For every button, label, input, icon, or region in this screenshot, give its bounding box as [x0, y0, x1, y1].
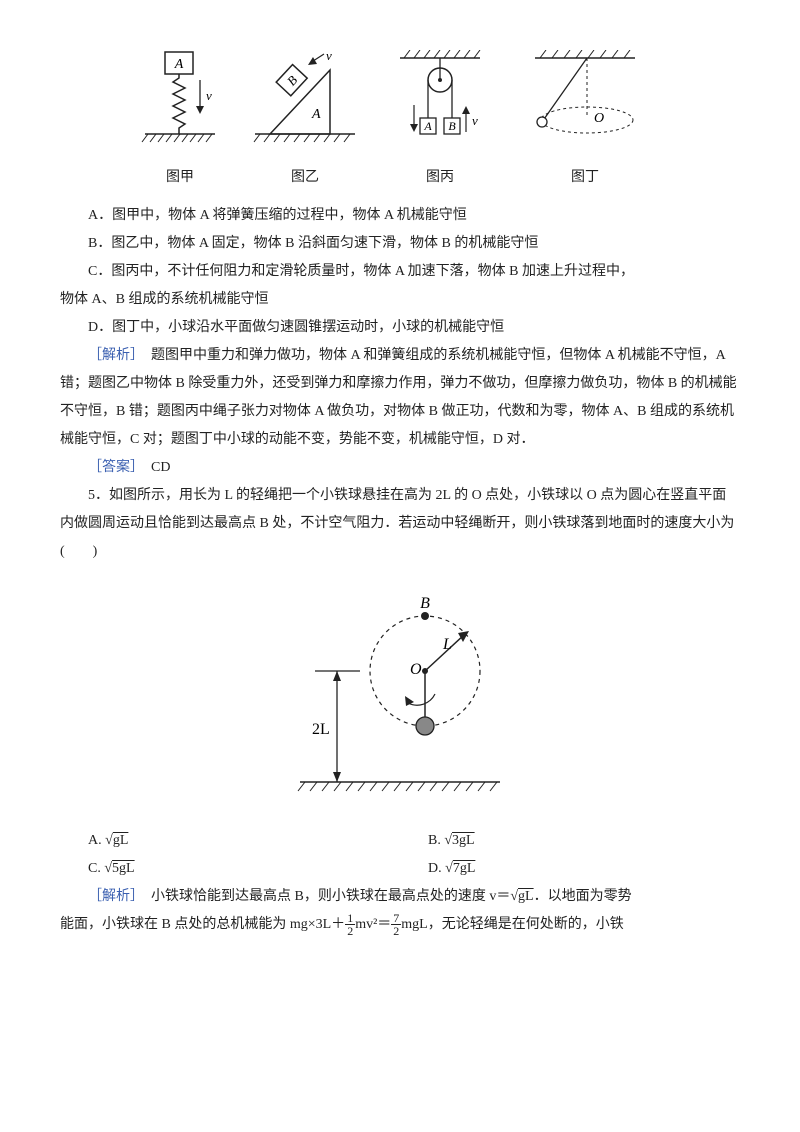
q5-optA: A. √gL	[60, 827, 400, 855]
q4-optB: B．图乙中，物体 A 固定，物体 B 沿斜面匀速下滑，物体 B 的机械能守恒	[60, 230, 740, 258]
fig-bing: A B v 图丙	[390, 50, 490, 192]
fig-yi-cap: 图乙	[291, 164, 319, 192]
fig-ding-O: O	[594, 111, 604, 126]
q4-optC: C．图丙中，不计任何阻力和定滑轮质量时，物体 A 加速下落，物体 B 加速上升过…	[60, 258, 740, 286]
fig-jia-A: A	[174, 57, 184, 72]
q5-figure: B O L 2L	[60, 586, 740, 817]
q4-optA: A．图甲中，物体 A 将弹簧压缩的过程中，物体 A 机械能守恒	[60, 202, 740, 230]
fig-bing-v: v	[472, 113, 478, 128]
fig-jia-v: v	[206, 88, 212, 103]
fig-jia-svg: A v	[140, 50, 220, 160]
fig-bing-svg: A B v	[390, 50, 490, 160]
fig-yi-A: A	[311, 107, 321, 122]
q5-fig-svg: B O L 2L	[285, 586, 515, 806]
q4-answer-label: ［答案］	[88, 460, 137, 475]
q5-analysis-1: ［解析］ 小铁球恰能到达最高点 B，则小铁球在最高点处的速度 v＝√gL．以地面…	[60, 883, 740, 911]
q5-stem: 5．如图所示，用长为 L 的轻绳把一个小铁球悬挂在高为 2L 的 O 点处，小铁…	[60, 482, 740, 566]
q4-optD: D．图丁中，小球沿水平面做匀速圆锥摆运动时，小球的机械能守恒	[60, 314, 740, 342]
q5-ans-label: ［解析］	[88, 889, 137, 904]
q5-choices-row1: A. √gL B. √3gL	[60, 827, 740, 855]
q5-fig-L: L	[442, 636, 452, 653]
q5-optC: C. √5gL	[60, 855, 400, 883]
q5-analysis-2: 能面，小铁球在 B 点处的总机械能为 mg×3L＋12mv²＝72mgL，无论轻…	[60, 911, 740, 939]
q5-fig-2L: 2L	[312, 721, 330, 738]
q5-choices-row2: C. √5gL D. √7gL	[60, 855, 740, 883]
fig-jia-cap: 图甲	[166, 164, 194, 192]
q4-analysis-label: ［解析］	[88, 348, 137, 363]
q4-analysis-text: 题图甲中重力和弹力做功，物体 A 和弹簧组成的系统机械能守恒，但物体 A 机械能…	[60, 348, 737, 447]
fig-ding-svg: O	[520, 50, 650, 160]
q5-fig-O: O	[410, 661, 422, 678]
fig-jia: A v 图甲	[140, 50, 220, 192]
fig-bing-B: B	[448, 119, 456, 133]
fig-yi: A B v 图乙	[250, 50, 360, 192]
fig-bing-A: A	[423, 119, 432, 133]
q5-fig-B: B	[420, 595, 430, 612]
fig-bing-cap: 图丙	[426, 164, 454, 192]
q4-answer-text: CD	[151, 460, 170, 475]
fig-ding: O 图丁	[520, 50, 650, 192]
fig-yi-v: v	[326, 50, 332, 63]
q4-analysis: ［解析］ 题图甲中重力和弹力做功，物体 A 和弹簧组成的系统机械能守恒，但物体 …	[60, 342, 740, 454]
q4-figures: A v 图甲 A B v 图乙	[60, 50, 740, 192]
q4-answer: ［答案］ CD	[60, 454, 740, 482]
fig-yi-svg: A B v	[250, 50, 360, 160]
fig-ding-cap: 图丁	[571, 164, 599, 192]
q5-optD: D. √7gL	[400, 855, 740, 883]
q4-optC2: 物体 A、B 组成的系统机械能守恒	[60, 286, 740, 314]
q5-optB: B. √3gL	[400, 827, 740, 855]
